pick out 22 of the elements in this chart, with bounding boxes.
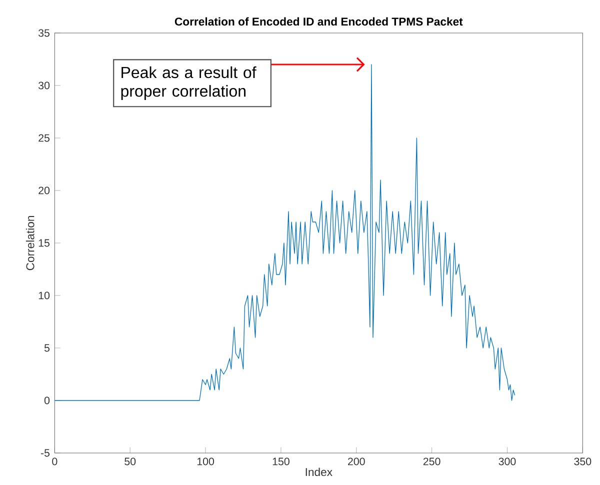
x-tick-label: 300 [498, 458, 516, 466]
y-tick-label: 30 [38, 82, 50, 90]
x-tick-label: 50 [124, 458, 136, 466]
y-tick-label: 20 [38, 186, 50, 194]
x-tick-label: 200 [348, 458, 365, 466]
y-axis-title: Correlation [26, 216, 34, 270]
x-axis-title: Index [306, 468, 332, 476]
annotation: Peak as a result of proper correlation [121, 66, 256, 100]
y-tick-label: 0 [44, 396, 50, 404]
x-tick-label: 0 [52, 458, 58, 466]
x-tick-label: 250 [423, 458, 440, 466]
x-tick-label: 150 [272, 458, 290, 466]
chart-title: Correlation of Encoded ID and Encoded TPMS Packet [174, 17, 463, 26]
x-tick-label: 350 [574, 458, 592, 466]
y-tick-label: -5 [40, 449, 50, 457]
y-tick-label: 15 [38, 239, 50, 247]
line-series [54, 64, 516, 401]
y-tick-label: 10 [38, 292, 50, 300]
x-tick-label: 100 [197, 458, 214, 466]
y-tick-label: 25 [38, 134, 50, 142]
y-tick-label: 35 [38, 29, 50, 37]
y-tick-label: 5 [44, 344, 50, 352]
